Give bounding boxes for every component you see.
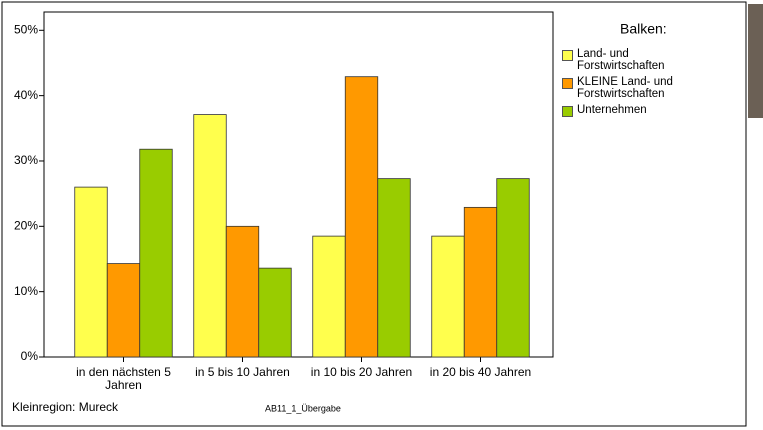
- y-tick-label: 40%: [14, 88, 38, 102]
- x-tick-label: in 20 bis 40 Jahren: [429, 365, 532, 379]
- x-tick-label: in den nächsten 5 Jahren: [76, 365, 171, 392]
- bar: [74, 186, 108, 358]
- bar: [225, 225, 260, 358]
- legend-entry: Land- und Forstwirtschaften: [562, 48, 692, 72]
- photo-edge: [748, 4, 763, 118]
- legend-swatch: [562, 106, 573, 117]
- legend-swatch: [562, 50, 573, 61]
- legend-entry: KLEINE Land- und Forstwirtschaften: [562, 76, 692, 100]
- y-tick-label: 10%: [14, 284, 38, 298]
- footer-left: Kleinregion: Mureck: [12, 400, 119, 414]
- legend-title: Balken:: [620, 21, 667, 37]
- footer-center: AB11_1_Übergabe: [265, 403, 341, 413]
- x-tick-label: in 5 bis 10 Jahren: [195, 365, 290, 379]
- bar: [496, 178, 530, 358]
- y-tick-label: 20%: [14, 218, 38, 232]
- bar: [344, 76, 379, 358]
- legend-label: Unternehmen: [577, 104, 647, 116]
- bar: [106, 263, 141, 358]
- x-tick-label: in 10 bis 20 Jahren: [310, 365, 413, 379]
- bar: [463, 206, 498, 358]
- bar: [193, 114, 227, 358]
- y-tick-label: 30%: [14, 153, 38, 167]
- y-tick-label: 50%: [14, 22, 38, 36]
- bar: [312, 235, 346, 358]
- bar: [431, 235, 465, 358]
- bar: [377, 178, 411, 358]
- y-tick-label: 0%: [21, 349, 39, 363]
- legend-swatch: [562, 78, 573, 89]
- legend-label: Land- und Forstwirtschaften: [577, 48, 665, 72]
- legend-label: KLEINE Land- und Forstwirtschaften: [577, 76, 673, 100]
- bar: [139, 148, 173, 358]
- legend-entry: Unternehmen: [562, 104, 692, 117]
- bar: [258, 267, 292, 358]
